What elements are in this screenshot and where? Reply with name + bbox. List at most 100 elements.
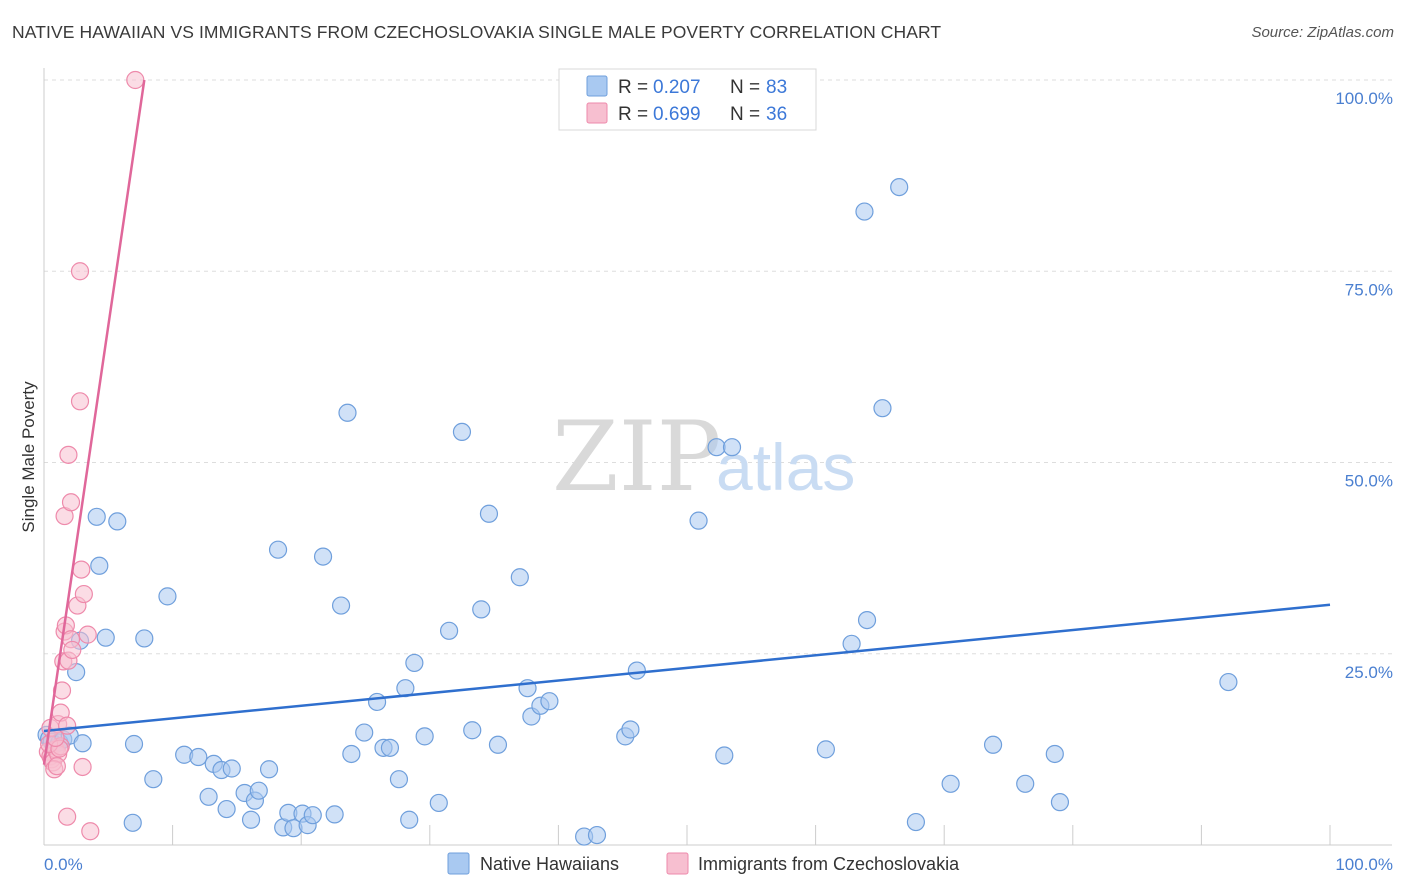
trend-layer: [42, 79, 1331, 765]
watermark: ZIP atlas: [552, 401, 855, 513]
point-czechoslovakia-30: [81, 822, 100, 841]
point-native-hawaiians-28: [241, 810, 261, 829]
point-native-hawaiians-42: [338, 403, 357, 422]
x-tick-label-max: 100.0%: [1335, 855, 1393, 874]
point-czechoslovakia-35: [58, 716, 77, 735]
point-czechoslovakia-24: [59, 445, 78, 464]
point-native-hawaiians-57: [472, 600, 491, 619]
point-native-hawaiians-72: [722, 438, 742, 457]
point-native-hawaiians-51: [405, 653, 424, 673]
point-native-hawaiians-53: [429, 793, 448, 813]
point-czechoslovakia-12: [52, 681, 72, 700]
point-czechoslovakia-26: [70, 262, 90, 281]
point-native-hawaiians-83: [1016, 774, 1035, 793]
point-native-hawaiians-81: [941, 774, 960, 793]
point-czechoslovakia-20: [72, 560, 91, 579]
point-native-hawaiians-19: [158, 587, 177, 606]
point-native-hawaiians-76: [855, 202, 874, 221]
point-native-hawaiians-54: [439, 621, 459, 640]
point-native-hawaiians-16: [124, 734, 144, 754]
point-native-hawaiians-64: [540, 692, 559, 711]
legend-n-label-1: N =: [730, 77, 760, 98]
point-native-hawaiians-39: [313, 547, 333, 566]
point-native-hawaiians-9: [87, 507, 106, 526]
legend-n-label-2: N =: [730, 104, 760, 125]
point-native-hawaiians-12: [108, 512, 127, 531]
point-native-hawaiians-41: [331, 596, 351, 615]
point-native-hawaiians-74: [816, 740, 835, 759]
point-czechoslovakia-28: [58, 807, 77, 826]
grid-layer: [44, 79, 1392, 655]
bottom-legend-label-native-hawaiians: Native Hawaiians: [480, 854, 619, 874]
axis-layer: [43, 68, 1392, 846]
point-native-hawaiians-13: [73, 734, 92, 753]
point-native-hawaiians-11: [96, 628, 115, 647]
y-tick-label-100: 100.0%: [1335, 89, 1393, 108]
bottom-legend-label-czechoslovakia: Immigrants from Czechoslovakia: [698, 854, 960, 874]
point-native-hawaiians-47: [380, 738, 400, 757]
source-credit: Source: ZipAtlas.com: [1251, 24, 1394, 41]
trend-line-czechoslovakia: [42, 79, 146, 765]
bottom-legend-swatch-native-hawaiians: [447, 852, 470, 875]
legend-n-value-2: 36: [766, 104, 787, 125]
y-axis-label: Single Male Poverty: [19, 381, 38, 533]
point-native-hawaiians-77: [857, 610, 877, 630]
point-native-hawaiians-40: [325, 805, 344, 824]
point-native-hawaiians-60: [510, 568, 529, 587]
tick-labels: 25.0% 50.0% 75.0% 100.0% 0.0% 100.0%: [44, 89, 1393, 874]
point-native-hawaiians-52: [415, 727, 434, 746]
point-native-hawaiians-44: [355, 723, 374, 742]
legend-r-value-2: 0.699: [653, 104, 701, 125]
point-native-hawaiians-10: [90, 556, 109, 575]
point-native-hawaiians-31: [259, 760, 279, 779]
legend-swatch-czechoslovakia: [586, 102, 608, 124]
point-native-hawaiians-59: [488, 735, 508, 754]
point-czechoslovakia-31: [78, 625, 97, 644]
point-native-hawaiians-80: [906, 812, 926, 832]
point-native-hawaiians-86: [1219, 672, 1238, 692]
points-layer: [37, 70, 1238, 846]
point-native-hawaiians-15: [123, 813, 142, 832]
trend-line-native-hawaiians: [43, 603, 1331, 733]
point-native-hawaiians-69: [627, 661, 646, 680]
point-native-hawaiians-17: [135, 629, 154, 648]
bottom-legend: Native Hawaiians Immigrants from Czechos…: [447, 852, 960, 875]
legend-n-value-1: 83: [766, 77, 787, 98]
point-native-hawaiians-43: [342, 744, 361, 764]
y-tick-label-75: 75.0%: [1345, 280, 1393, 299]
point-native-hawaiians-56: [463, 721, 482, 740]
point-native-hawaiians-75: [842, 634, 861, 653]
legend-r-label-2: R =: [618, 104, 648, 125]
point-czechoslovakia-21: [74, 584, 93, 604]
point-native-hawaiians-73: [715, 746, 734, 765]
point-native-hawaiians-26: [222, 759, 241, 778]
legend-r-label-1: R =: [618, 77, 648, 98]
point-native-hawaiians-21: [189, 747, 208, 767]
point-native-hawaiians-82: [983, 735, 1003, 754]
y-tick-label-25: 25.0%: [1345, 663, 1393, 682]
legend-swatch-native-hawaiians: [586, 75, 608, 97]
point-czechoslovakia-27: [126, 70, 145, 90]
point-native-hawaiians-50: [400, 810, 419, 829]
point-native-hawaiians-38: [303, 806, 322, 825]
point-native-hawaiians-66: [587, 825, 607, 845]
point-czechoslovakia-25: [70, 392, 90, 411]
legend-r-value-1: 0.207: [653, 77, 701, 98]
point-native-hawaiians-71: [707, 438, 726, 457]
point-native-hawaiians-85: [1050, 793, 1070, 812]
point-czechoslovakia-29: [73, 757, 92, 777]
point-czechoslovakia-18: [63, 640, 82, 660]
point-czechoslovakia-23: [61, 493, 81, 512]
point-native-hawaiians-78: [873, 399, 892, 418]
point-native-hawaiians-55: [452, 422, 472, 441]
point-native-hawaiians-18: [144, 770, 163, 789]
point-native-hawaiians-25: [217, 799, 236, 819]
point-native-hawaiians-45: [367, 692, 387, 712]
point-native-hawaiians-30: [249, 781, 268, 800]
point-native-hawaiians-68: [621, 720, 640, 739]
chart-title: NATIVE HAWAIIAN VS IMMIGRANTS FROM CZECH…: [12, 22, 942, 42]
point-native-hawaiians-48: [389, 770, 409, 789]
x-tick-label-min: 0.0%: [44, 855, 83, 874]
point-native-hawaiians-70: [689, 511, 708, 530]
